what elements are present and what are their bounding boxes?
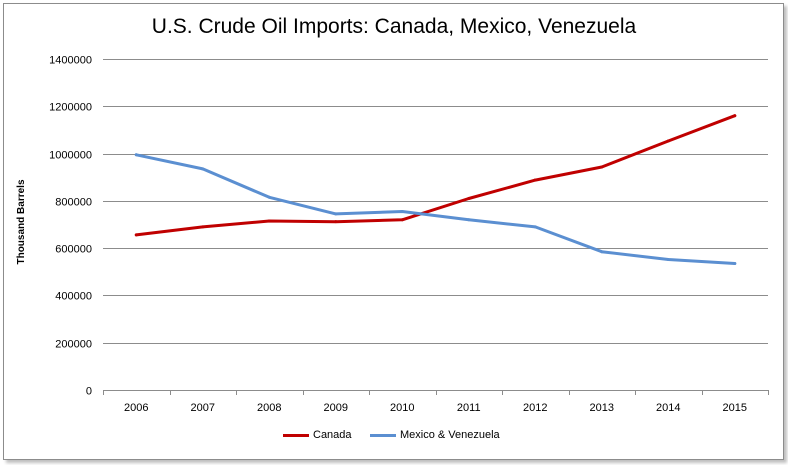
data-point-mexico-venezuela-2006 <box>134 153 138 157</box>
chart-frame <box>3 3 784 460</box>
data-point-canada-2011 <box>467 196 471 200</box>
data-point-mexico-venezuela-2008 <box>267 195 271 199</box>
data-point-canada-2013 <box>600 165 604 169</box>
data-point-canada-2006 <box>134 233 138 237</box>
y-tick-label: 600000 <box>55 244 92 256</box>
series-line-canada <box>134 114 737 237</box>
series-line-mexico-venezuela <box>134 153 737 265</box>
y-tick-label: 1400000 <box>49 55 92 67</box>
y-tick-label: 1200000 <box>49 102 92 114</box>
legend-swatch-canada <box>283 433 309 437</box>
y-tick-label: 800000 <box>55 197 92 209</box>
data-point-mexico-venezuela-2010 <box>400 209 404 213</box>
y-tick-label: 0 <box>86 386 92 398</box>
data-point-mexico-venezuela-2013 <box>600 250 604 254</box>
data-point-mexico-venezuela-2015 <box>733 262 737 266</box>
x-tick-label: 2009 <box>324 402 348 414</box>
x-tick-label: 2010 <box>390 402 414 414</box>
x-tick-label: 2008 <box>257 402 281 414</box>
x-tick-label: 2006 <box>124 402 148 414</box>
y-tick-label: 200000 <box>55 339 92 351</box>
x-tick-label: 2007 <box>191 402 215 414</box>
data-point-canada-2012 <box>533 178 537 182</box>
data-point-canada-2015 <box>733 114 737 118</box>
data-point-mexico-venezuela-2014 <box>666 257 670 261</box>
data-point-canada-2007 <box>201 225 205 229</box>
data-point-mexico-venezuela-2007 <box>201 167 205 171</box>
data-point-canada-2014 <box>666 139 670 143</box>
data-point-canada-2010 <box>400 218 404 222</box>
data-point-canada-2009 <box>334 220 338 224</box>
legend-item-canada: Canada <box>283 429 352 441</box>
data-point-mexico-venezuela-2009 <box>334 212 338 216</box>
legend-item-mexico-venezuela: Mexico & Venezuela <box>370 429 500 441</box>
chart-title: U.S. Crude Oil Imports: Canada, Mexico, … <box>151 15 637 38</box>
legend-label-canada: Canada <box>313 429 352 441</box>
legend-label-mexico-venezuela: Mexico & Venezuela <box>400 429 500 441</box>
legend-swatch-mexico-venezuela <box>370 433 396 437</box>
x-tick-label: 2012 <box>523 402 547 414</box>
y-tick-label: 400000 <box>55 291 92 303</box>
y-tick-label: 1000000 <box>49 150 92 162</box>
data-point-mexico-venezuela-2012 <box>533 225 537 229</box>
x-tick-label: 2011 <box>457 402 481 414</box>
data-point-mexico-venezuela-2011 <box>467 218 471 222</box>
x-tick-label: 2013 <box>590 402 614 414</box>
x-tick-label: 2014 <box>656 402 680 414</box>
data-point-canada-2008 <box>267 219 271 223</box>
x-tick-label: 2015 <box>723 402 747 414</box>
